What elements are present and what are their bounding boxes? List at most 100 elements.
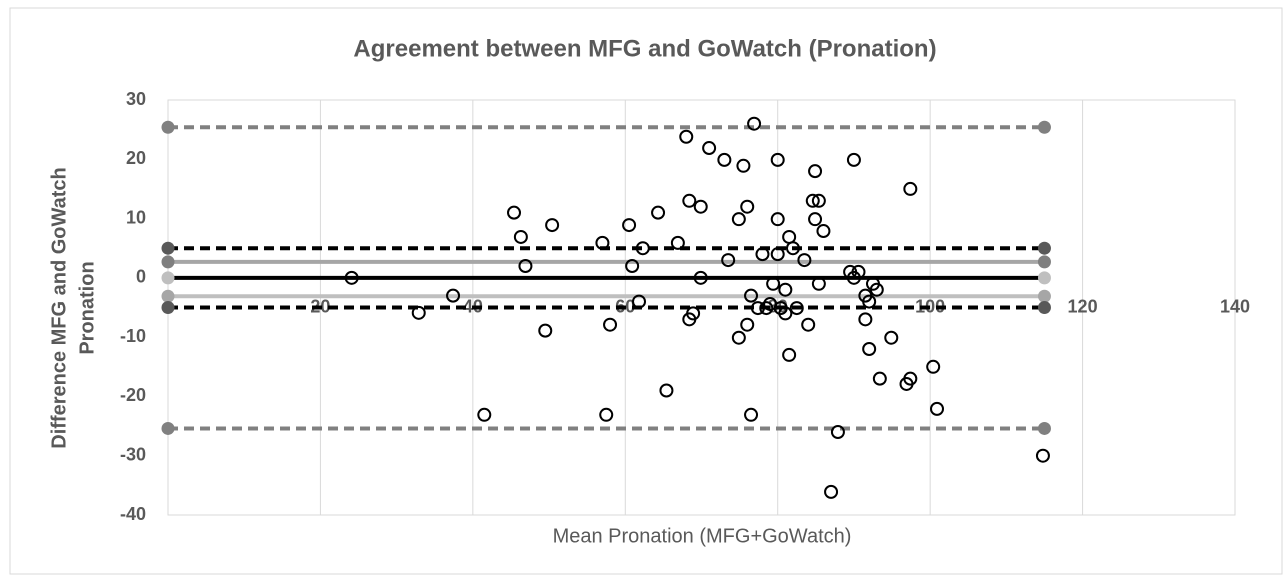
point bbox=[862, 294, 877, 309]
chart-title: Agreement between MFG and GoWatch (Prona… bbox=[353, 35, 936, 62]
point bbox=[858, 312, 873, 327]
y-axis-title-line: Pronation bbox=[76, 261, 98, 354]
point bbox=[659, 383, 674, 398]
point bbox=[736, 158, 751, 173]
point bbox=[770, 152, 785, 167]
point bbox=[805, 193, 820, 208]
point bbox=[903, 371, 918, 386]
point bbox=[744, 407, 759, 422]
y-tick-label: -20 bbox=[120, 385, 146, 405]
point bbox=[632, 294, 647, 309]
point bbox=[755, 247, 770, 262]
point bbox=[801, 317, 816, 332]
point bbox=[635, 241, 650, 256]
reference-marker bbox=[1037, 421, 1051, 435]
point bbox=[808, 164, 823, 179]
point bbox=[903, 181, 918, 196]
point bbox=[782, 347, 797, 362]
point bbox=[1035, 448, 1050, 463]
reference-marker bbox=[161, 271, 175, 285]
point bbox=[811, 276, 826, 291]
y-axis-title: Difference MFG and GoWatch Pronation bbox=[48, 167, 98, 449]
point bbox=[740, 199, 755, 214]
point bbox=[717, 152, 732, 167]
point bbox=[344, 270, 359, 285]
x-tick-label: 140 bbox=[1220, 297, 1250, 317]
point bbox=[740, 317, 755, 332]
point bbox=[679, 129, 694, 144]
point bbox=[824, 484, 839, 499]
point bbox=[651, 205, 666, 220]
y-tick-label: -10 bbox=[120, 326, 146, 346]
point bbox=[702, 141, 717, 156]
x-tick-label: 100 bbox=[915, 297, 945, 317]
y-tick-label: 30 bbox=[126, 89, 146, 109]
point bbox=[446, 288, 461, 303]
point bbox=[884, 330, 899, 345]
point bbox=[816, 224, 831, 239]
point bbox=[830, 425, 845, 439]
point bbox=[603, 317, 618, 332]
reference-marker bbox=[161, 421, 175, 435]
point bbox=[507, 205, 522, 220]
point bbox=[693, 270, 708, 285]
point bbox=[747, 116, 762, 131]
point bbox=[731, 212, 746, 227]
point bbox=[513, 229, 528, 244]
point bbox=[411, 305, 426, 320]
point bbox=[744, 288, 759, 303]
point bbox=[759, 301, 774, 316]
point bbox=[811, 193, 826, 208]
chart-border bbox=[9, 7, 1283, 575]
point bbox=[808, 212, 823, 227]
reference-marker bbox=[161, 289, 175, 303]
x-axis-title: Mean Pronation (MFG+GoWatch) bbox=[553, 525, 852, 547]
point bbox=[872, 371, 887, 386]
point bbox=[926, 359, 941, 374]
point bbox=[622, 218, 637, 233]
point bbox=[721, 253, 736, 268]
reference-marker bbox=[161, 301, 175, 314]
point bbox=[731, 330, 746, 345]
y-tick-label: 0 bbox=[136, 267, 146, 287]
point bbox=[750, 301, 765, 316]
point bbox=[785, 241, 800, 256]
y-tick-label: 20 bbox=[126, 148, 146, 168]
y-tick-label: 10 bbox=[126, 207, 146, 227]
reference-marker bbox=[1037, 120, 1051, 134]
point bbox=[778, 282, 793, 297]
y-axis-title-line: Difference MFG and GoWatch bbox=[48, 167, 70, 449]
reference-marker bbox=[1037, 255, 1051, 269]
point bbox=[869, 282, 884, 297]
point bbox=[797, 253, 812, 268]
reference-marker bbox=[1037, 241, 1051, 255]
point bbox=[789, 301, 804, 316]
point bbox=[477, 407, 492, 422]
point bbox=[851, 264, 866, 279]
reference-marker bbox=[1037, 289, 1051, 303]
reference-marker bbox=[1037, 301, 1051, 314]
point bbox=[770, 247, 785, 262]
point bbox=[778, 306, 793, 321]
point bbox=[930, 401, 945, 416]
y-tick-label: -30 bbox=[120, 444, 146, 464]
point bbox=[686, 306, 701, 321]
point bbox=[846, 152, 861, 167]
point bbox=[766, 276, 781, 291]
point bbox=[862, 342, 877, 356]
point bbox=[625, 259, 640, 273]
x-tick-label: 120 bbox=[1068, 297, 1098, 317]
point bbox=[545, 218, 560, 233]
point bbox=[682, 193, 697, 208]
point bbox=[670, 235, 685, 250]
reference-marker bbox=[1037, 271, 1051, 285]
reference-marker bbox=[161, 241, 175, 255]
reference-marker bbox=[161, 120, 175, 134]
point bbox=[770, 212, 785, 227]
point bbox=[595, 235, 610, 250]
reference-marker bbox=[161, 255, 175, 269]
point bbox=[518, 259, 533, 273]
point bbox=[538, 323, 553, 338]
